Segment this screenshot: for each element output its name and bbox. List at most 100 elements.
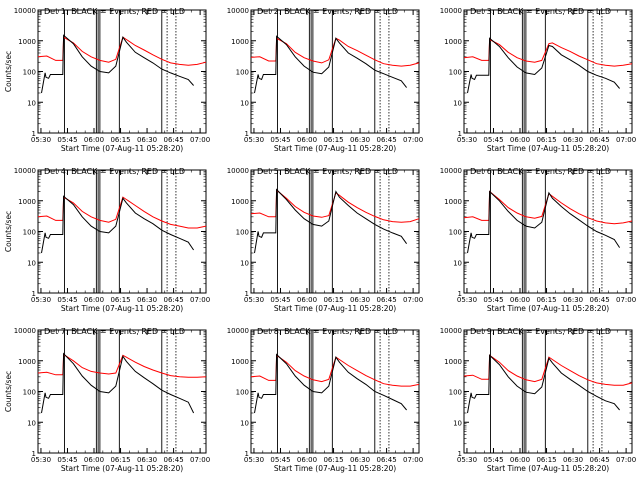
x-tick-label: 07:00 xyxy=(190,296,210,304)
x-tick-label: 06:45 xyxy=(589,136,609,144)
y-tick-label: 100 xyxy=(449,389,462,397)
panel-det-3: Det 3: BLACK = Events, RED = LLD 1 10 100 10… xyxy=(440,7,636,153)
y-tick-label: 10 xyxy=(240,419,249,427)
x-axis-label: Start Time (07-Aug-11 05:28:20) xyxy=(61,304,183,313)
y-tick-label: 10 xyxy=(453,99,462,107)
y-tick-label: 10000 xyxy=(227,327,249,335)
x-tick-label: 05:45 xyxy=(483,136,503,144)
x-tick-label: 06:15 xyxy=(110,136,130,144)
series-line-events xyxy=(467,190,621,254)
y-tick-label: 100 xyxy=(449,69,462,77)
x-axis-label: Start Time (07-Aug-11 05:28:20) xyxy=(61,464,183,473)
x-tick-label: 06:45 xyxy=(163,136,183,144)
x-tick-label: 06:30 xyxy=(350,296,370,304)
y-tick-label: 100 xyxy=(449,229,462,237)
x-tick-label: 06:15 xyxy=(536,456,556,464)
x-tick-label: 05:30 xyxy=(244,456,264,464)
x-tick-label: 07:00 xyxy=(403,296,423,304)
y-tick-label: 1 xyxy=(458,290,462,298)
y-tick-label: 10000 xyxy=(14,7,36,15)
x-tick-label: 07:00 xyxy=(403,456,423,464)
x-tick-label: 05:30 xyxy=(457,136,477,144)
y-tick-label: 1000 xyxy=(231,38,249,46)
x-tick-label: 06:45 xyxy=(376,456,396,464)
x-tick-label: 06:15 xyxy=(323,296,343,304)
series-line-events xyxy=(467,37,620,94)
y-tick-label: 10000 xyxy=(440,327,462,335)
y-tick-label: 100 xyxy=(23,389,36,397)
x-tick-label: 06:15 xyxy=(536,296,556,304)
series-line-events xyxy=(467,354,620,414)
x-tick-label: 05:45 xyxy=(483,296,503,304)
y-tick-label: 10 xyxy=(27,259,36,267)
x-tick-label: 05:30 xyxy=(457,456,477,464)
y-tick-label: 10000 xyxy=(440,7,462,15)
x-tick-label: 06:45 xyxy=(376,136,396,144)
y-tick-label: 100 xyxy=(236,69,249,77)
panel-det-8: Det 8: BLACK = Events, RED = LLD 1 10 100 10… xyxy=(227,327,423,473)
panel-det-9: Det 9: BLACK = Events, RED = LLD 1 10 100 10… xyxy=(440,327,636,473)
y-tick-label: 10 xyxy=(453,419,462,427)
y-tick-label: 1000 xyxy=(444,198,462,206)
x-tick-label: 06:00 xyxy=(510,456,530,464)
panel-det-5: Det 5: BLACK = Events, RED = LLD 1 10 100 10… xyxy=(227,167,423,313)
x-tick-label: 05:45 xyxy=(483,456,503,464)
y-tick-label: 100 xyxy=(23,69,36,77)
y-axis-label: Counts/sec xyxy=(4,51,13,92)
x-tick-label: 07:00 xyxy=(190,456,210,464)
x-tick-label: 07:00 xyxy=(616,136,636,144)
y-tick-label: 1 xyxy=(458,130,462,138)
y-tick-label: 10 xyxy=(240,99,249,107)
chart-title: Det 8: BLACK = Events, RED = LLD xyxy=(257,327,398,336)
y-tick-label: 10000 xyxy=(14,167,36,175)
y-tick-label: 1000 xyxy=(231,198,249,206)
y-tick-label: 10000 xyxy=(227,7,249,15)
y-tick-label: 1000 xyxy=(231,358,249,366)
y-tick-label: 1 xyxy=(245,130,249,138)
x-tick-label: 05:45 xyxy=(270,136,290,144)
y-tick-label: 1000 xyxy=(444,38,462,46)
x-tick-label: 06:00 xyxy=(84,136,104,144)
x-tick-label: 06:15 xyxy=(110,296,130,304)
x-tick-label: 05:45 xyxy=(57,136,77,144)
x-tick-label: 06:45 xyxy=(589,296,609,304)
chart-title: Det 6: BLACK = Events, RED = LLD xyxy=(470,167,611,176)
panel-det-4: Det 4: BLACK = Events, RED = LLD 1 10 100 10… xyxy=(4,167,210,313)
chart-title: Det 7: BLACK = Events, RED = LLD xyxy=(44,327,185,336)
chart-title: Det 9: BLACK = Events, RED = LLD xyxy=(470,327,611,336)
x-tick-label: 06:30 xyxy=(563,456,583,464)
x-tick-label: 06:45 xyxy=(163,456,183,464)
x-tick-label: 06:30 xyxy=(563,296,583,304)
x-tick-label: 06:00 xyxy=(297,296,317,304)
x-tick-label: 06:30 xyxy=(563,136,583,144)
x-tick-label: 07:00 xyxy=(616,296,636,304)
y-tick-label: 100 xyxy=(23,229,36,237)
y-tick-label: 1000 xyxy=(18,358,36,366)
y-tick-label: 10000 xyxy=(227,167,249,175)
x-tick-label: 06:30 xyxy=(137,296,157,304)
x-tick-label: 05:45 xyxy=(57,456,77,464)
x-axis-label: Start Time (07-Aug-11 05:28:20) xyxy=(487,304,609,313)
x-tick-label: 07:00 xyxy=(190,136,210,144)
x-tick-label: 05:30 xyxy=(457,296,477,304)
x-tick-label: 06:45 xyxy=(376,296,396,304)
x-tick-label: 06:45 xyxy=(163,296,183,304)
panel-det-2: Det 2: BLACK = Events, RED = LLD 1 10 100 10… xyxy=(227,7,423,153)
x-axis-label: Start Time (07-Aug-11 05:28:20) xyxy=(487,464,609,473)
x-tick-label: 05:45 xyxy=(57,296,77,304)
series-line-events xyxy=(254,188,408,254)
y-tick-label: 1 xyxy=(245,290,249,298)
y-axis-label: Counts/sec xyxy=(4,211,13,252)
y-tick-label: 1 xyxy=(458,450,462,458)
x-tick-label: 06:15 xyxy=(536,136,556,144)
x-axis-label: Start Time (07-Aug-11 05:28:20) xyxy=(274,144,396,153)
series-line-events xyxy=(41,352,195,414)
x-axis-label: Start Time (07-Aug-11 05:28:20) xyxy=(274,304,396,313)
chart-title: Det 1: BLACK = Events, RED = LLD xyxy=(44,7,185,16)
x-tick-label: 06:00 xyxy=(84,456,104,464)
series-line-events xyxy=(41,34,194,94)
x-tick-label: 06:30 xyxy=(137,456,157,464)
y-tick-label: 1000 xyxy=(444,358,462,366)
